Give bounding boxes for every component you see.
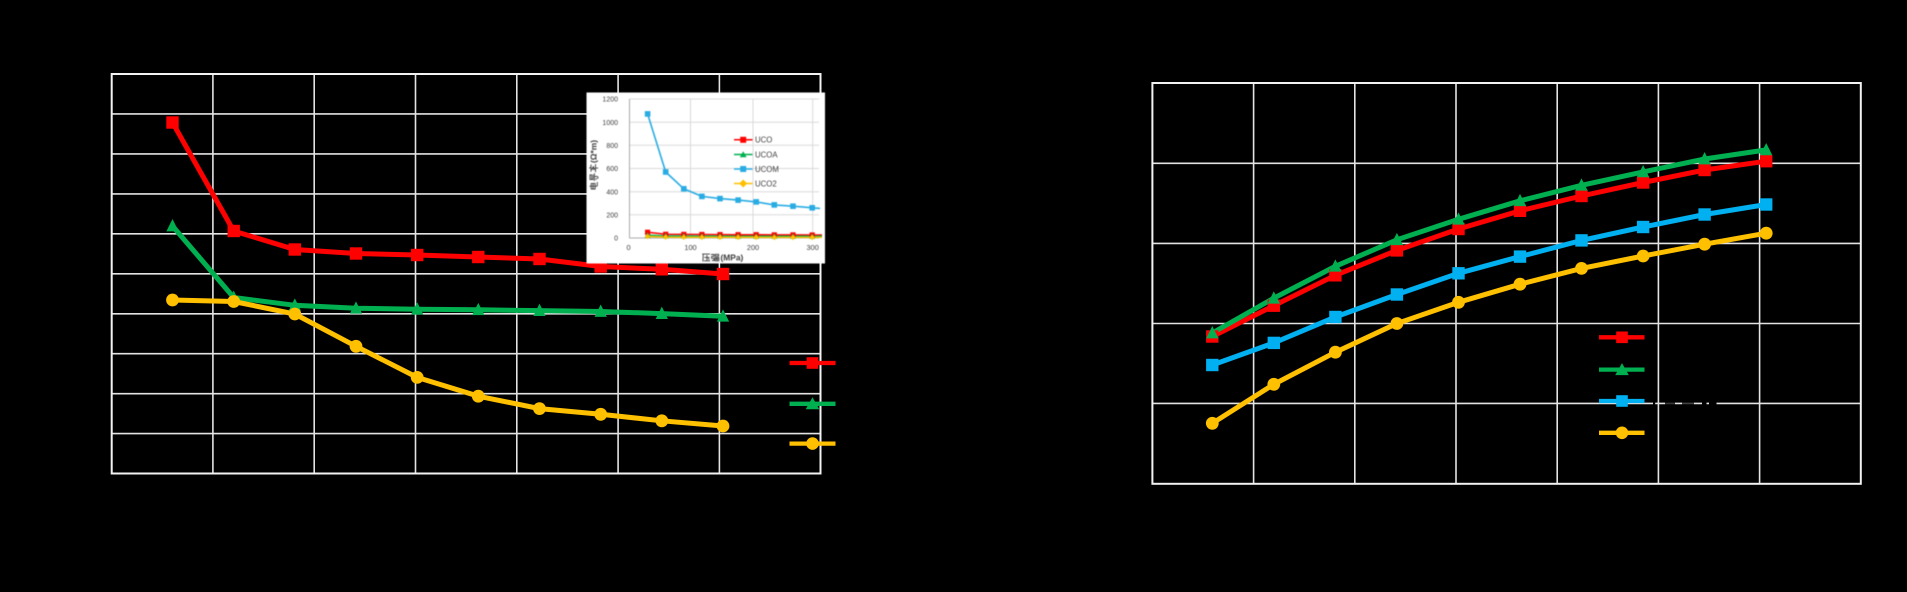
svg-text:UCO: UCO [755, 136, 772, 145]
svg-text:400: 400 [606, 189, 618, 196]
svg-text:200: 200 [606, 212, 618, 219]
svg-text:UCOM: UCOM [755, 165, 779, 174]
svg-text:1200: 1200 [602, 97, 618, 104]
svg-text:300: 300 [807, 243, 819, 252]
svg-text:(MPa): (MPa) [721, 253, 744, 263]
svg-text:200: 200 [747, 243, 759, 252]
svg-text:UCOA: UCOA [755, 150, 778, 159]
svg-text:600: 600 [606, 166, 618, 173]
svg-text:UCO2: UCO2 [755, 179, 777, 188]
svg-text:1000: 1000 [602, 120, 618, 127]
svg-text:0: 0 [626, 243, 630, 252]
svg-text:100: 100 [684, 243, 696, 252]
svg-text:0: 0 [614, 236, 618, 243]
svg-text:800: 800 [606, 143, 618, 150]
svg-text:(Ω*m): (Ω*m) [589, 140, 599, 163]
